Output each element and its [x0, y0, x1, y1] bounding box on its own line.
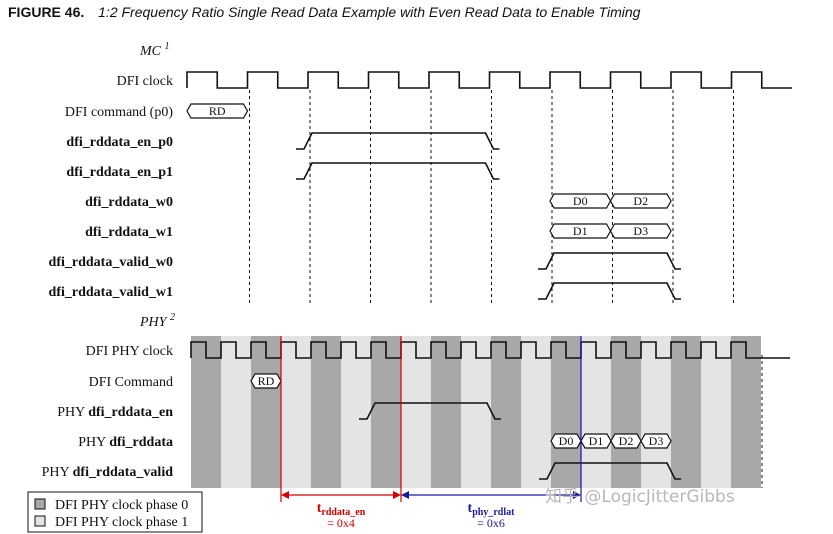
tphy-rdlat-arrow [401, 491, 581, 499]
signal-label-name: dfi_rddata_w0 [85, 195, 173, 210]
signal-label-dfi-rddata-en-p0: dfi_rddata_en_p0 [66, 135, 173, 150]
legend-swatch [34, 498, 46, 510]
signal-label-dfi-rddata-valid-w0: dfi_rddata_valid_w0 [49, 255, 173, 270]
phase-band [311, 336, 341, 488]
bus-value-d3: D3 [649, 434, 664, 448]
signal-label-prefix: PHY [42, 465, 73, 480]
bus-value-d2: D2 [619, 434, 634, 448]
signal-label-name: DFI Command [89, 375, 173, 390]
bus-value-d3: D3 [633, 224, 648, 238]
phase-band [221, 336, 251, 488]
waveform-dfi-rddata-valid-w0 [538, 252, 681, 270]
phase-band [431, 336, 461, 488]
waveforms: RD D0 D2 D1 D3 RD D0 D1 D2 D3 [186, 71, 792, 480]
signal-label-dfi-rddata-en-p1: dfi_rddata_en_p1 [66, 165, 173, 180]
signal-label-phy-dfi-rddata: PHY dfi_rddata [78, 435, 173, 450]
measurement-value-phy-rdlat: = 0x6 [477, 516, 505, 530]
phase-band [191, 336, 221, 488]
phase-band [251, 336, 281, 488]
bus-value-d0: D0 [559, 434, 574, 448]
phase-band [341, 336, 371, 488]
figure-title: FIGURE 46. 1:2 Frequency Ratio Single Re… [8, 4, 640, 20]
signal-label-name: dfi_rddata_valid_w1 [49, 285, 173, 300]
legend-box [27, 491, 203, 533]
signal-label-prefix: PHY [57, 405, 88, 420]
signal-label-name: dfi_rddata [109, 435, 173, 450]
signal-label-dfi-rddata-w0: dfi_rddata_w0 [85, 195, 173, 210]
signal-label-dfi-rddata-w1: dfi_rddata_w1 [85, 225, 173, 240]
signal-label-name: dfi_rddata_en [88, 405, 173, 420]
signal-label-name: dfi_rddata_en_p1 [66, 165, 173, 180]
signal-label-name: dfi_rddata_en_p0 [66, 135, 173, 150]
watermark-text: 知乎 @LogicJitterGibbs [545, 487, 735, 507]
grid-lines [249, 90, 763, 488]
phase-band [701, 336, 731, 488]
trddata-en-arrow [281, 491, 401, 499]
bus-value-d2: D2 [633, 194, 648, 208]
measurement-name-rddata-en: trddata_en [317, 501, 366, 518]
waveform-dfi-rddata-en-p1 [296, 162, 500, 180]
legend: DFI PHY clock phase 0 DFI PHY clock phase… [27, 491, 203, 533]
signal-label-phy-dfi-rddata-en: PHY dfi_rddata_en [57, 405, 173, 420]
figure-number: FIGURE 46. [8, 4, 85, 20]
phase-shading [191, 336, 761, 488]
phase-band [491, 336, 521, 488]
bus-value-d1: D1 [573, 224, 588, 238]
mc-section-note: 1 [165, 41, 170, 52]
signal-label-name: dfi_rddata_w1 [85, 225, 173, 240]
phy-section-note: 2 [170, 312, 175, 323]
signal-label-phy-dfi-rddata-valid: PHY dfi_rddata_valid [42, 465, 174, 480]
bus-segment-d2 [609, 193, 672, 209]
signal-label-dfi-clock: DFI clock [117, 74, 173, 89]
phase-band [401, 336, 431, 488]
bus-value-d0: D0 [573, 194, 588, 208]
timing-markers: trddata_en= 0x4 tphy_rdlat= 0x6 [280, 336, 582, 530]
signal-label-dfi-rddata-valid-w1: dfi_rddata_valid_w1 [49, 285, 173, 300]
phase-band [731, 336, 761, 488]
signal-label-dfi-phy-clock: DFI PHY clock [86, 344, 173, 359]
measurement-name-phy-rdlat: tphy_rdlat [468, 501, 516, 518]
waveform-dfi-rddata-valid-w1 [538, 282, 681, 300]
bus-value-d1: D1 [589, 434, 604, 448]
legend-label: DFI PHY clock phase 1 [55, 515, 188, 530]
phy-section-label: PHY 2 [139, 312, 175, 330]
measurement-value-rddata-en: = 0x4 [327, 516, 355, 530]
signal-label-name: DFI clock [117, 74, 173, 89]
waveform-dfi-rddata-en-p0 [296, 132, 500, 150]
signal-label-name: DFI command (p0) [65, 105, 173, 120]
bus-segment-d3 [609, 223, 672, 239]
bus-segment-d3 [640, 433, 672, 449]
signal-label-name: dfi_rddata_valid [73, 465, 174, 480]
legend-label: DFI PHY clock phase 0 [55, 498, 188, 513]
signal-label-dfi-command: DFI Command [89, 375, 173, 390]
bus-value-rd: RD [209, 104, 226, 118]
signal-label-name: DFI PHY clock [86, 344, 173, 359]
legend-swatch [34, 515, 46, 527]
signal-label-dfi-command-p0: DFI command (p0) [65, 105, 173, 120]
phase-band [521, 336, 551, 488]
phase-band [371, 336, 401, 488]
phase-band [671, 336, 701, 488]
waveform-phy-dfi-rddata-valid [539, 462, 681, 480]
signal-label-prefix: PHY [78, 435, 109, 450]
bus-segment-rd [186, 103, 249, 119]
signal-label-name: dfi_rddata_valid_w0 [49, 255, 173, 270]
phase-band [281, 336, 311, 488]
signal-labels: MC 1 PHY 2 DFI clock DFI command (p0) dfi_rd… [42, 41, 175, 480]
figure-caption: 1:2 Frequency Ratio Single Read Data Exa… [98, 4, 641, 20]
waveform-phy-dfi-rddata-en [359, 402, 501, 420]
bus-value-rd: RD [258, 374, 275, 388]
waveform-dfi-clock [186, 71, 792, 89]
phase-band [461, 336, 491, 488]
mc-section-label: MC 1 [139, 41, 170, 59]
